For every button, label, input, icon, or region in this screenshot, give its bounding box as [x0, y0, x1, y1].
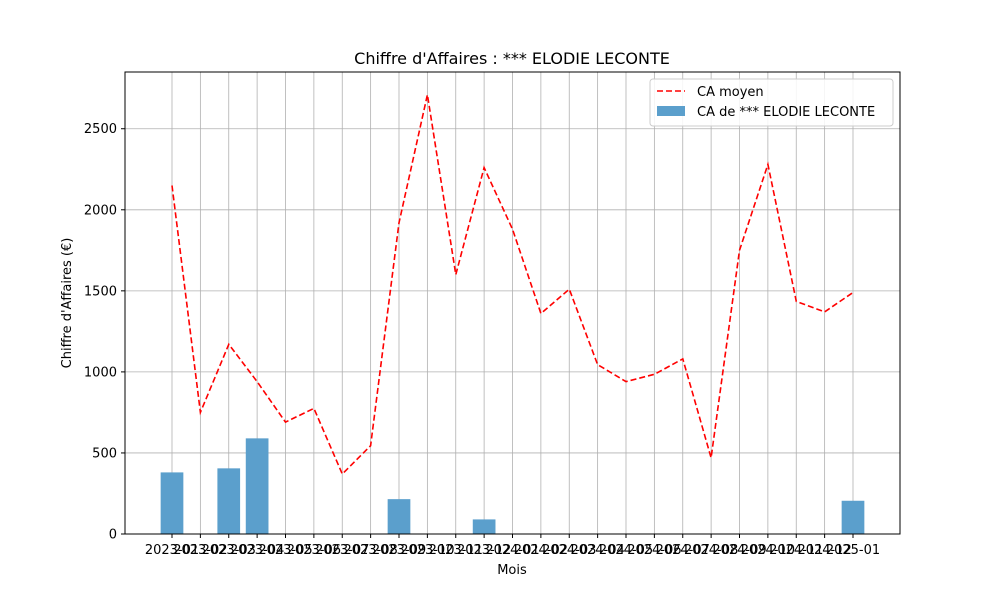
x-tick-label: 2024-04 [570, 543, 624, 558]
y-axis: 0 500 1000 1500 2000 2500 [84, 122, 125, 543]
x-axis: 2023-012023-022023-032023-042023-052023-… [145, 534, 880, 558]
x-tick-label: 2023-02 [173, 543, 227, 558]
x-tick-label: 2023-01 [145, 543, 199, 558]
x-tick-label: 2023-06 [287, 543, 341, 558]
x-tick-label: 2024-03 [542, 543, 596, 558]
x-tick-label: 2024-02 [514, 543, 568, 558]
x-tick-label: 2023-04 [230, 543, 284, 558]
y-tick-label: 2500 [84, 122, 117, 137]
y-tick-label: 1000 [84, 365, 117, 380]
legend-box [649, 78, 894, 127]
y-tick-label: 2000 [84, 203, 117, 218]
x-axis-label: Mois [497, 563, 527, 578]
bar-2023-12 [472, 519, 496, 534]
x-tick-label: 2025-01 [826, 543, 880, 558]
chart-title: Chiffre d'Affaires : *** ELODIE LECONTE [354, 49, 670, 68]
x-tick-label: 2023-10 [400, 543, 454, 558]
x-tick-label: 2023-07 [315, 543, 369, 558]
x-tick-label: 2024-07 [656, 543, 710, 558]
x-tick-label: 2024-09 [712, 543, 766, 558]
bar-2023-03 [217, 468, 241, 534]
x-tick-label: 2024-05 [599, 543, 653, 558]
x-tick-label: 2023-05 [258, 543, 312, 558]
x-tick-label: 2023-12 [457, 543, 511, 558]
y-axis-label: Chiffre d'Affaires (€) [60, 238, 75, 369]
x-tick-label: 2024-08 [684, 543, 738, 558]
legend-label-ca-elodie: CA de *** ELODIE LECONTE [697, 105, 875, 120]
y-tick-label: 0 [109, 528, 117, 543]
legend-bar-swatch [657, 106, 685, 116]
x-tick-label: 2023-08 [343, 543, 397, 558]
x-tick-label: 2024-12 [797, 543, 851, 558]
line-ca-moyen [171, 94, 854, 476]
x-tick-label: 2023-03 [202, 543, 256, 558]
y-tick-label: 1500 [84, 284, 117, 299]
bar-2023-01 [160, 472, 184, 534]
y-tick-label: 500 [92, 446, 117, 461]
bar-series [160, 438, 865, 534]
x-tick-label: 2024-06 [627, 543, 681, 558]
line-series [171, 94, 854, 476]
bar-2023-09 [387, 499, 411, 534]
x-tick-label: 2024-11 [769, 543, 823, 558]
legend-label-ca-moyen: CA moyen [697, 85, 764, 100]
x-tick-label: 2024-01 [485, 543, 539, 558]
x-tick-label: 2023-09 [372, 543, 426, 558]
bar-2023-04 [245, 438, 269, 534]
legend: CA moyen CA de *** ELODIE LECONTE [649, 78, 894, 127]
x-tick-label: 2023-11 [429, 543, 483, 558]
bar-2025-01 [841, 500, 865, 534]
x-tick-label: 2024-10 [741, 543, 795, 558]
